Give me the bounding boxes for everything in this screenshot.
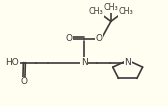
Text: CH₃: CH₃	[119, 7, 133, 16]
Text: HO: HO	[5, 58, 19, 67]
Text: O: O	[96, 34, 103, 43]
Text: CH₃: CH₃	[103, 3, 118, 12]
Text: N: N	[124, 58, 131, 67]
Text: O: O	[20, 77, 27, 86]
Text: O: O	[65, 34, 72, 43]
Text: CH₃: CH₃	[88, 7, 103, 16]
Text: N: N	[81, 58, 87, 67]
